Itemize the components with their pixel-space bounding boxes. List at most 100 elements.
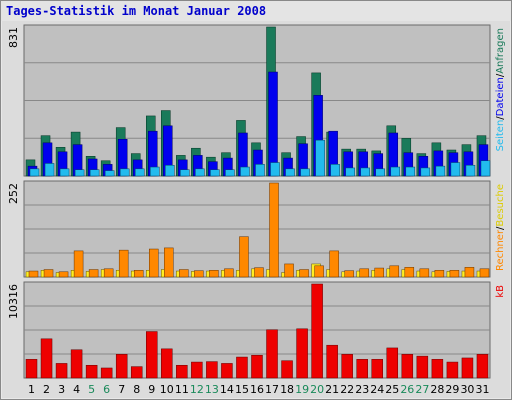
bar-kb-day-23: [356, 359, 368, 379]
x-tick-label-day-14: 14: [220, 383, 234, 396]
bar-rechner-day-15: [239, 236, 249, 278]
bar-rechner-day-14: [224, 268, 234, 278]
x-tick-label-day-17: 17: [265, 383, 279, 396]
bar-seiten-day-5: [89, 169, 100, 177]
bar-seiten-day-17: [270, 162, 280, 177]
bar-rechner-day-11: [179, 269, 189, 278]
bar-rechner-day-25: [389, 265, 400, 278]
bar-rechner-day-3: [58, 271, 69, 278]
bar-rechner-day-29: [449, 270, 460, 278]
bar-rechner-day-8: [133, 270, 144, 278]
bar-seiten-day-28: [435, 165, 446, 177]
bar-rechner-day-2: [43, 269, 54, 278]
bar-rechner-day-6: [103, 268, 114, 278]
bar-rechner-day-13: [209, 270, 219, 278]
bar-seiten-day-25: [390, 166, 401, 177]
panel-kb-legend: kB: [495, 285, 506, 298]
bar-rechner-day-7: [118, 249, 129, 278]
bar-seiten-day-18: [285, 168, 295, 177]
x-tick-label-day-20: 20: [310, 383, 324, 396]
bar-rechner-day-24: [374, 267, 384, 278]
bar-kb-day-24: [371, 359, 383, 379]
x-tick-label-day-25: 25: [385, 383, 399, 396]
bar-kb-day-28: [431, 359, 444, 379]
x-tick-label-day-19: 19: [295, 383, 309, 396]
bar-kb-day-10: [161, 348, 173, 379]
bar-rechner-day-23: [359, 268, 369, 278]
x-tick-label-day-26: 26: [400, 383, 414, 396]
x-tick-label-day-24: 24: [370, 383, 384, 396]
legend-label: /: [495, 226, 506, 230]
panel-hits-max-label: 831: [7, 27, 20, 48]
bar-seiten-day-20: [315, 139, 325, 177]
bar-seiten-day-8: [134, 168, 145, 177]
bar-rechner-day-27: [419, 268, 430, 278]
legend-label: /: [495, 116, 506, 120]
bar-rechner-day-4: [73, 250, 84, 278]
bar-kb-day-2: [40, 338, 53, 379]
bar-rechner-day-18: [284, 263, 294, 278]
bar-seiten-day-12: [195, 168, 205, 177]
bar-rechner-day-21: [329, 250, 339, 278]
bar-seiten-day-9: [150, 166, 160, 177]
bar-kb-day-22: [341, 354, 353, 379]
x-tick-label-day-12: 12: [190, 383, 204, 396]
bar-kb-day-26: [401, 354, 414, 379]
bar-kb-day-15: [236, 356, 248, 379]
bar-seiten-day-31: [480, 160, 491, 177]
bar-seiten-day-19: [300, 168, 310, 177]
bar-rechner-day-28: [434, 270, 445, 278]
legend-label: /: [495, 73, 506, 77]
bar-seiten-day-13: [210, 169, 220, 177]
x-tick-label-day-21: 21: [325, 383, 339, 396]
bar-seiten-day-2: [44, 163, 55, 177]
panel-visits-max-label: 252: [7, 183, 20, 204]
bar-seiten-day-3: [59, 168, 70, 177]
x-tick-label-day-22: 22: [340, 383, 354, 396]
x-tick-label-day-5: 5: [88, 383, 95, 396]
bar-kb-day-19: [296, 328, 308, 379]
x-tick-label-day-1: 1: [28, 383, 35, 396]
bar-kb-day-21: [326, 344, 338, 379]
x-tick-label-day-7: 7: [118, 383, 125, 396]
bar-kb-day-25: [386, 347, 399, 379]
bar-kb-day-3: [55, 363, 68, 379]
bar-seiten-day-26: [405, 166, 416, 177]
bar-seiten-day-6: [104, 170, 115, 177]
bar-kb-day-18: [281, 360, 293, 379]
bar-rechner-day-10: [164, 247, 174, 278]
bar-kb-day-29: [446, 361, 459, 379]
bar-seiten-day-11: [180, 169, 190, 177]
bar-kb-day-31: [476, 354, 489, 379]
x-tick-label-day-23: 23: [355, 383, 369, 396]
panel-visits-legend: Rechner/Besuche: [495, 184, 506, 271]
bar-seiten-day-24: [375, 168, 385, 177]
x-tick-label-day-15: 15: [235, 383, 249, 396]
x-tick-label-day-27: 27: [415, 383, 429, 396]
x-tick-label-day-13: 13: [205, 383, 219, 396]
bar-dateien-day-17: [268, 71, 278, 177]
bar-kb-day-5: [85, 364, 98, 379]
bar-rechner-day-22: [344, 270, 354, 278]
x-tick-label-day-16: 16: [250, 383, 264, 396]
bar-kb-day-7: [115, 354, 128, 379]
bar-seiten-day-7: [119, 168, 130, 177]
bar-seiten-day-21: [330, 164, 340, 177]
title-band: [1, 1, 511, 21]
bar-seiten-day-1: [29, 168, 40, 177]
panel-kb-max-label: 10316: [7, 284, 20, 319]
legend-label: Besuche: [495, 184, 506, 227]
bar-kb-day-27: [416, 355, 429, 379]
bar-seiten-day-23: [360, 167, 370, 177]
bar-kb-day-4: [70, 349, 83, 379]
bar-kb-day-13: [206, 361, 218, 379]
bar-seiten-day-29: [450, 162, 461, 177]
bar-kb-day-11: [176, 364, 188, 379]
bar-kb-day-14: [221, 363, 233, 379]
bar-rechner-day-5: [88, 269, 99, 278]
bar-kb-day-30: [461, 357, 474, 379]
bar-kb-day-8: [130, 366, 143, 379]
x-tick-label-day-31: 31: [475, 383, 489, 396]
x-tick-label-day-9: 9: [148, 383, 155, 396]
